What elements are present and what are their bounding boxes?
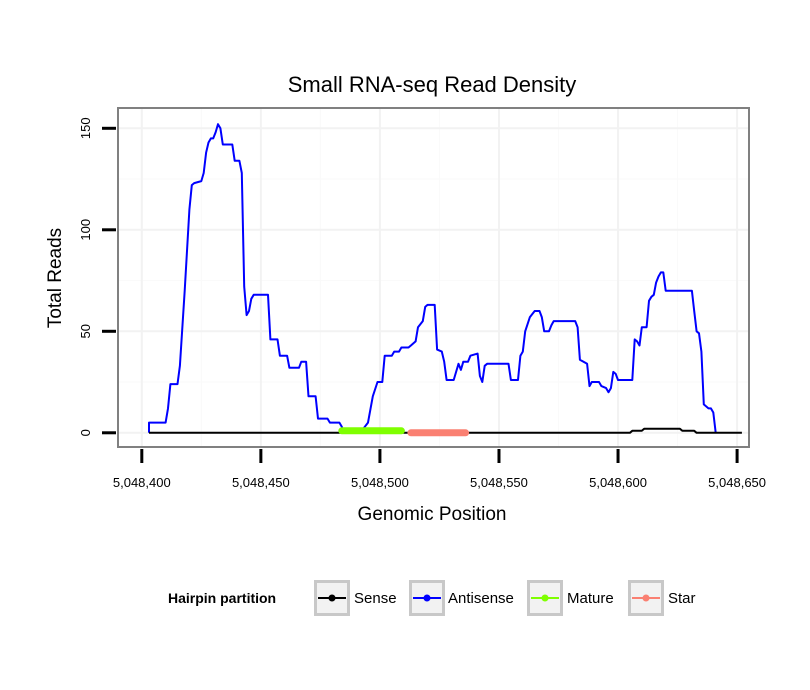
y-axis-title: Total Reads: [45, 228, 66, 328]
legend-item-antisense: Antisense: [409, 580, 514, 616]
series-line-antisense: [148, 123, 717, 434]
legend-item-star: Star: [628, 580, 696, 616]
legend-key-point: [642, 594, 650, 602]
x-tick-label: 5,048,500: [351, 475, 409, 490]
legend-key-point: [423, 594, 431, 602]
series-line-sense: [149, 427, 742, 434]
x-tick-label: 5,048,450: [232, 475, 290, 490]
legend-title: Hairpin partition: [168, 590, 276, 606]
y-tick-label: 100: [78, 219, 93, 241]
x-tick-label: 5,048,600: [589, 475, 647, 490]
y-axis: 0 50 100 150: [78, 117, 116, 436]
legend-label: Sense: [354, 590, 397, 607]
x-axis: 5,048,400 5,048,450 5,048,500 5,048,550 5,04…: [113, 449, 766, 490]
plot-border: [117, 107, 750, 448]
plot-panel: [117, 107, 750, 448]
y-tick-label: 50: [78, 324, 93, 338]
legend-label: Antisense: [448, 590, 514, 607]
x-tick-label: 5,048,400: [113, 475, 171, 490]
legend-key-point: [328, 594, 336, 602]
legend-label: Mature: [567, 590, 614, 607]
legend-item-mature: Mature: [527, 580, 614, 616]
grid-minor: [118, 108, 749, 447]
legend: Hairpin partition Sense Antisense Mature St…: [168, 580, 696, 616]
chart-title: Small RNA-seq Read Density: [288, 72, 577, 97]
legend-item-sense: Sense: [314, 580, 397, 616]
y-tick-label: 0: [78, 429, 93, 436]
y-tick-label: 150: [78, 117, 93, 139]
series-layer: [148, 123, 742, 437]
x-axis-title: Genomic Position: [358, 504, 507, 525]
legend-label: Star: [668, 590, 696, 607]
x-tick-label: 5,048,650: [708, 475, 766, 490]
plot-background: [118, 108, 749, 447]
x-tick-label: 5,048,550: [470, 475, 528, 490]
grid-major: [118, 108, 749, 447]
legend-key-point: [541, 594, 549, 602]
legend-items: Sense Antisense Mature Star: [314, 580, 696, 616]
